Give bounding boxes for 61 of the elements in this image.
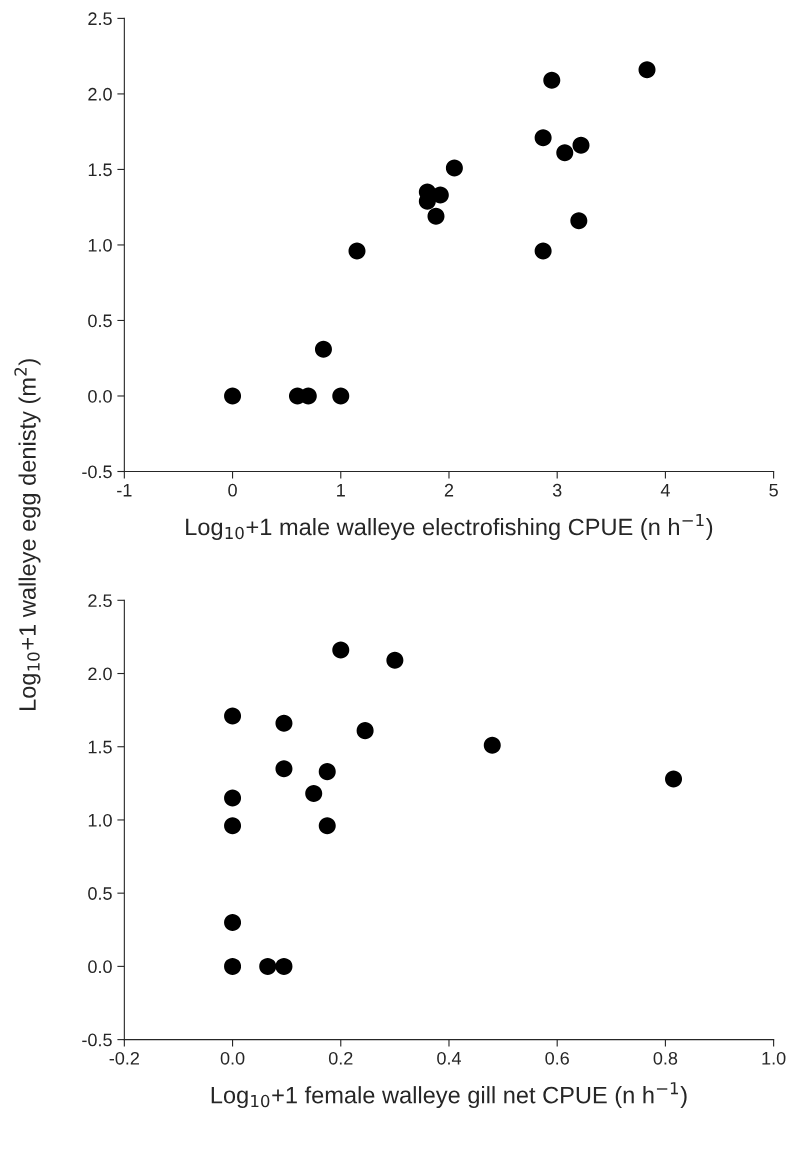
y-tick-label: -0.5 bbox=[82, 1033, 112, 1047]
x-tick-label: 4 bbox=[660, 483, 670, 497]
y-tick-label: 1.0 bbox=[88, 238, 112, 252]
point bbox=[665, 770, 683, 788]
point bbox=[305, 785, 323, 803]
point bbox=[224, 387, 242, 405]
x-tick-label: 5 bbox=[769, 483, 778, 497]
point bbox=[314, 340, 332, 358]
y-tick-label: 2.5 bbox=[88, 594, 112, 608]
x-tick-label: 1 bbox=[337, 483, 345, 497]
point bbox=[572, 136, 590, 154]
y-tick-label: 0.0 bbox=[88, 960, 112, 974]
point bbox=[259, 957, 277, 975]
y-tick-label: 1.5 bbox=[88, 740, 112, 754]
point bbox=[332, 387, 350, 405]
point bbox=[275, 714, 293, 732]
point bbox=[534, 242, 552, 260]
y-axis-title: Log$_{10}$+1 walleye egg denisty (m$^{2}$) bbox=[14, 359, 41, 711]
point bbox=[556, 144, 574, 162]
y-tick-label: 2.0 bbox=[88, 87, 112, 101]
point bbox=[224, 913, 242, 931]
x-tick-label: 0.4 bbox=[437, 1051, 462, 1065]
point bbox=[275, 760, 293, 778]
point bbox=[638, 61, 656, 79]
point bbox=[483, 736, 501, 754]
x-tick-label: 0.2 bbox=[328, 1051, 353, 1065]
y-tick-label: 1.0 bbox=[88, 813, 112, 827]
point bbox=[318, 817, 336, 835]
y-tick-label: 0.0 bbox=[88, 389, 112, 403]
point bbox=[275, 957, 293, 975]
y-tick-label: 0.5 bbox=[88, 887, 112, 900]
x-tick-label: 0 bbox=[228, 483, 237, 497]
y-tick-label: 2.0 bbox=[88, 667, 112, 681]
x-tick-label: 2 bbox=[444, 483, 454, 497]
point bbox=[224, 789, 242, 807]
y-tick-label: -0.5 bbox=[82, 465, 112, 479]
point bbox=[224, 817, 242, 835]
point bbox=[445, 159, 463, 177]
point bbox=[318, 763, 336, 781]
y-tick-label: 0.5 bbox=[88, 314, 112, 328]
point bbox=[224, 957, 242, 975]
point bbox=[332, 641, 350, 659]
x-tick-label: 0.8 bbox=[653, 1051, 678, 1065]
x-tick-label: 1.0 bbox=[762, 1051, 786, 1065]
point bbox=[386, 651, 404, 669]
y-tick-label: 1.5 bbox=[88, 163, 112, 177]
point bbox=[224, 707, 242, 725]
point bbox=[534, 129, 552, 147]
x-tick-label: 3 bbox=[552, 483, 562, 497]
x-axis-title: Log$_{10}$+1 male walleye electrofishing CPUE (n h$^{−1}$) bbox=[186, 514, 713, 541]
point bbox=[356, 722, 374, 740]
point bbox=[348, 242, 366, 260]
x-tick-label: 0.0 bbox=[220, 1051, 245, 1065]
point bbox=[570, 212, 588, 230]
x-tick-label: -0.2 bbox=[109, 1051, 139, 1065]
x-tick-label: -1 bbox=[117, 483, 132, 497]
x-tick-label: 0.6 bbox=[545, 1051, 569, 1065]
point bbox=[427, 207, 445, 225]
x-axis-title: Log$_{10}$+1 female walleye gill net CPUE (n h$^{−1}$) bbox=[211, 1082, 687, 1109]
y-tick-label: 2.5 bbox=[88, 12, 112, 26]
point bbox=[543, 71, 561, 89]
